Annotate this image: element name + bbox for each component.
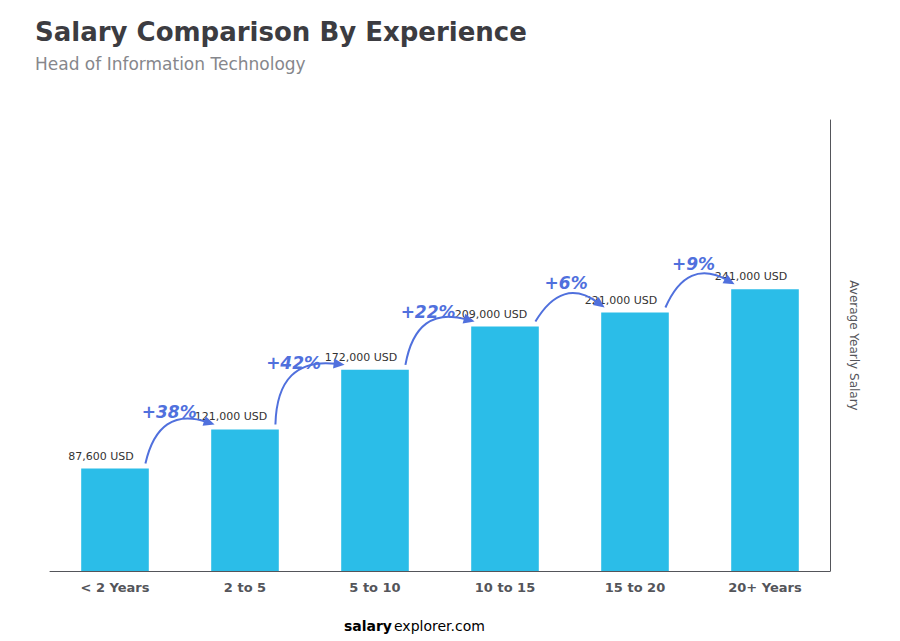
svg-text:20+ Years: 20+ Years xyxy=(728,580,802,595)
svg-text:172,000 USD: 172,000 USD xyxy=(324,350,398,364)
svg-text:121,000 USD: 121,000 USD xyxy=(194,410,268,424)
svg-text:+9%: +9% xyxy=(672,254,715,274)
svg-text:Salary Comparison By Experienc: Salary Comparison By Experience xyxy=(35,17,527,47)
svg-text:Average Yearly Salary: Average Yearly Salary xyxy=(847,280,861,410)
svg-text:2 to 5: 2 to 5 xyxy=(224,580,266,595)
svg-text:+38%: +38% xyxy=(142,402,197,422)
svg-text:241,000 USD: 241,000 USD xyxy=(715,270,788,283)
svg-text:+6%: +6% xyxy=(545,273,588,293)
svg-text:+22%: +22% xyxy=(401,302,456,322)
svg-text:+42%: +42% xyxy=(266,353,321,373)
svg-text:87,600 USD: 87,600 USD xyxy=(68,450,134,463)
svg-text:15 to 20: 15 to 20 xyxy=(605,580,665,595)
svg-text:explorer.com: explorer.com xyxy=(394,618,485,634)
svg-text:10 to 15: 10 to 15 xyxy=(475,580,535,595)
svg-text:209,000 USD: 209,000 USD xyxy=(454,307,528,321)
svg-text:Head of Information Technology: Head of Information Technology xyxy=(35,54,306,74)
svg-text:221,000 USD: 221,000 USD xyxy=(584,293,658,307)
svg-text:5 to 10: 5 to 10 xyxy=(349,580,400,595)
svg-text:salary: salary xyxy=(344,618,392,634)
svg-text:< 2 Years: < 2 Years xyxy=(81,580,150,595)
